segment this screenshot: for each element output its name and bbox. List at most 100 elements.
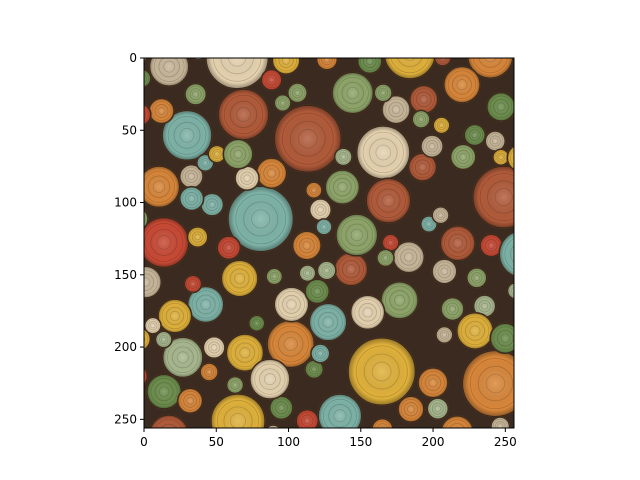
log-end bbox=[227, 185, 295, 253]
log-end bbox=[225, 333, 265, 373]
log-end bbox=[331, 71, 375, 115]
log-end bbox=[144, 58, 148, 64]
log-end bbox=[144, 103, 152, 126]
log-end bbox=[144, 316, 162, 335]
log-end bbox=[498, 231, 514, 277]
log-end bbox=[376, 248, 395, 268]
log-end bbox=[471, 165, 514, 229]
log-end bbox=[408, 84, 439, 115]
log-end bbox=[210, 393, 266, 428]
log-end bbox=[207, 144, 227, 164]
x-tick-label: 150 bbox=[349, 435, 372, 449]
log-end bbox=[144, 68, 152, 89]
log-end bbox=[442, 65, 482, 104]
log-end bbox=[298, 264, 317, 283]
log-end bbox=[148, 97, 175, 125]
log-end bbox=[144, 388, 147, 401]
log-end bbox=[199, 192, 225, 217]
log-ends bbox=[144, 58, 514, 428]
log-end bbox=[381, 94, 411, 125]
log-end bbox=[310, 343, 331, 364]
log-end bbox=[455, 311, 495, 350]
log-end bbox=[380, 280, 420, 320]
log-end bbox=[440, 415, 474, 428]
log-end bbox=[217, 88, 270, 141]
y-tick-label: 150 bbox=[114, 268, 137, 282]
log-end bbox=[186, 226, 209, 249]
log-end bbox=[449, 143, 477, 171]
log-end bbox=[431, 258, 458, 285]
x-axis: 0 50 100 150 200 250 bbox=[140, 428, 517, 449]
log-end bbox=[273, 93, 292, 113]
log-end bbox=[484, 130, 507, 152]
axes-frame bbox=[143, 57, 515, 429]
log-end bbox=[308, 198, 333, 222]
log-end bbox=[304, 278, 331, 305]
log-end bbox=[225, 375, 245, 395]
log-end bbox=[324, 169, 361, 206]
log-end bbox=[315, 58, 339, 71]
log-end bbox=[506, 282, 514, 300]
log-end bbox=[291, 230, 322, 261]
log-end bbox=[154, 330, 173, 349]
log-end bbox=[205, 58, 270, 90]
log-end bbox=[347, 337, 417, 406]
log-end bbox=[426, 397, 450, 420]
log-end bbox=[183, 274, 203, 294]
log-end bbox=[220, 259, 259, 298]
log-end bbox=[333, 147, 353, 167]
log-end bbox=[157, 298, 193, 334]
y-tick-label: 50 bbox=[122, 123, 137, 137]
log-end bbox=[202, 335, 226, 360]
log-end bbox=[145, 373, 183, 410]
log-end bbox=[249, 358, 291, 400]
x-tick-label: 0 bbox=[140, 435, 148, 449]
log-end bbox=[304, 359, 325, 380]
log-end bbox=[265, 424, 281, 428]
log-end bbox=[373, 83, 393, 103]
log-end bbox=[439, 224, 477, 262]
log-end bbox=[184, 82, 208, 106]
log-end bbox=[161, 109, 213, 162]
log-end bbox=[333, 251, 369, 287]
log-end bbox=[316, 260, 337, 281]
log-end bbox=[178, 185, 205, 212]
y-axis: 0 50 100 150 200 250 bbox=[114, 51, 144, 426]
log-end bbox=[315, 218, 333, 236]
log-end bbox=[383, 58, 436, 80]
log-end bbox=[144, 265, 163, 299]
log-end bbox=[176, 387, 204, 415]
y-tick-label: 0 bbox=[129, 51, 137, 65]
log-pile-image bbox=[144, 58, 514, 428]
log-end bbox=[234, 165, 260, 192]
log-end bbox=[432, 116, 451, 135]
log-end bbox=[420, 134, 444, 159]
log-end bbox=[365, 177, 412, 224]
log-end bbox=[144, 366, 149, 386]
log-end bbox=[265, 267, 284, 286]
log-end bbox=[490, 416, 511, 428]
log-end bbox=[355, 125, 411, 180]
log-end bbox=[144, 165, 181, 209]
log-end bbox=[392, 240, 426, 274]
y-tick-label: 100 bbox=[114, 196, 137, 210]
log-end bbox=[466, 58, 514, 80]
log-end bbox=[273, 286, 310, 323]
log-end bbox=[199, 362, 219, 382]
log-end bbox=[148, 58, 190, 88]
x-tick-label: 50 bbox=[209, 435, 224, 449]
log-end bbox=[485, 91, 514, 122]
log-end bbox=[295, 408, 320, 428]
log-end bbox=[465, 267, 488, 289]
log-end bbox=[144, 327, 152, 351]
log-end bbox=[308, 302, 348, 342]
log-end bbox=[489, 322, 514, 355]
log-end bbox=[435, 325, 454, 345]
log-end bbox=[271, 58, 301, 75]
log-end bbox=[317, 393, 363, 428]
log-end bbox=[411, 109, 431, 129]
log-end bbox=[255, 157, 288, 190]
log-end bbox=[222, 138, 254, 170]
